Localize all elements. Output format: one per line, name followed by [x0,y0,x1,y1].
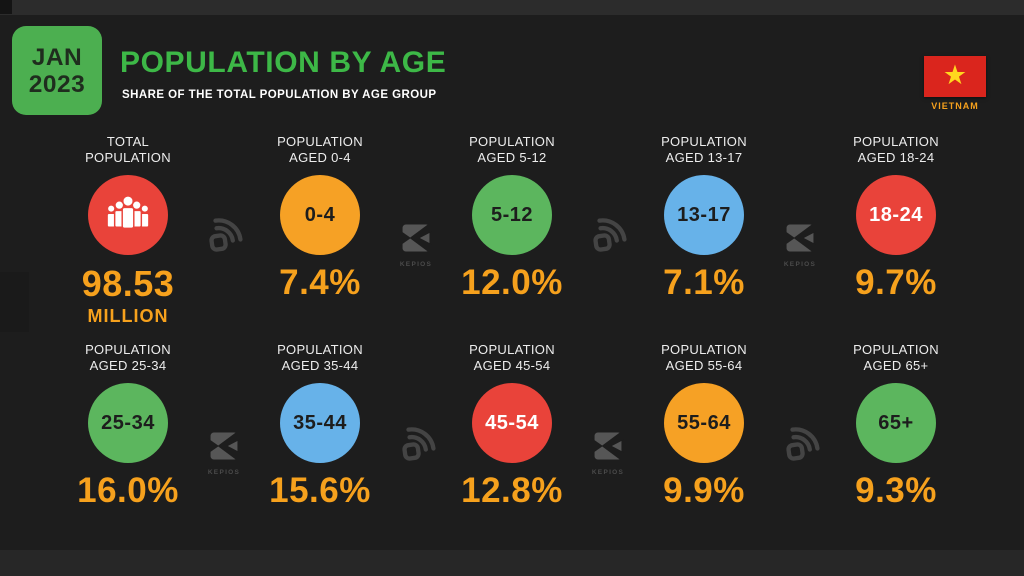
stat-value: 9.9% [663,471,745,510]
card-label: POPULATION AGED 35-44 [277,342,363,373]
age-circle-label: 18-24 [869,203,923,226]
stat-card-aged-35-44: POPULATION AGED 35-44 35-44 15.6% [224,342,416,511]
stat-value: 15.6% [269,471,371,510]
age-circle: 35-44 [280,383,360,463]
total-population-circle [88,175,168,255]
bottom-band [0,550,1024,576]
kepios-logo-watermark: KEPIOS [770,221,830,268]
kepios-icon [400,221,432,255]
flag-star-icon: ★ [942,60,968,90]
card-label: POPULATION AGED 25-34 [85,342,171,373]
stat-value: 98.53 [81,263,175,304]
kepios-watermark-label: KEPIOS [207,469,241,476]
age-circle: 45-54 [472,383,552,463]
stat-card-aged-25-34: POPULATION AGED 25-34 25-34 16.0% [32,342,224,511]
stat-value: 9.3% [855,471,937,510]
age-circle-label: 13-17 [677,203,731,226]
stat-value: 7.4% [279,263,361,302]
date-badge-month: JAN [31,43,83,71]
card-label: POPULATION AGED 45-54 [469,342,555,373]
kepios-logo-watermark: KEPIOS [194,429,254,476]
page-subtitle: SHARE OF THE TOTAL POPULATION BY AGE GRO… [122,89,437,101]
stat-card-aged-65-plus: POPULATION AGED 65+ 65+ 9.3% [800,342,992,511]
datareportal-logo-watermark [777,420,825,473]
age-circle-label: 65+ [878,411,914,434]
stat-card-aged-13-17: POPULATION AGED 13-17 13-17 7.1% [608,134,800,303]
stat-card-aged-0-4: POPULATION AGED 0-4 0-4 7.4% [224,134,416,303]
stat-card-aged-5-12: POPULATION AGED 5-12 5-12 12.0% [416,134,608,303]
age-circle-label: 35-44 [293,411,347,434]
age-circle: 25-34 [88,383,168,463]
datareportal-logo-watermark [393,420,441,473]
stat-value: 12.8% [461,471,563,510]
age-circle: 5-12 [472,175,552,255]
left-edge-shade [0,272,29,332]
stat-value: 9.7% [855,263,937,302]
stat-card-aged-55-64: POPULATION AGED 55-64 55-64 9.9% [608,342,800,511]
stat-unit: MILLION [87,306,169,326]
corner-shade [0,0,12,14]
people-group-icon [106,195,150,230]
country-label: VIETNAM [931,101,979,111]
stat-value: 7.1% [663,263,745,302]
stat-value: 12.0% [461,263,563,302]
stat-card-total-population: TOTAL POPULATION 98.53 MILLION [32,134,224,327]
card-label: TOTAL POPULATION [85,134,171,165]
card-label: POPULATION AGED 13-17 [661,134,747,165]
vietnam-flag-icon: ★ [924,56,986,97]
kepios-watermark-label: KEPIOS [591,469,625,476]
age-circle: 65+ [856,383,936,463]
age-circle-label: 45-54 [485,411,539,434]
page-title: POPULATION BY AGE [120,46,447,79]
card-label: POPULATION AGED 18-24 [853,134,939,165]
datareportal-logo-watermark [584,211,632,264]
kepios-watermark-label: KEPIOS [783,261,817,268]
kepios-logo-watermark: KEPIOS [578,429,638,476]
kepios-watermark-label: KEPIOS [399,261,433,268]
age-circle: 55-64 [664,383,744,463]
age-circle-label: 25-34 [101,411,155,434]
card-label: POPULATION AGED 0-4 [277,134,363,165]
age-circle-label: 0-4 [304,203,336,226]
date-badge-year: 2023 [28,70,86,98]
card-label: POPULATION AGED 65+ [853,342,939,373]
kepios-icon [784,221,816,255]
stat-card-aged-18-24: POPULATION AGED 18-24 18-24 9.7% [800,134,992,303]
card-label: POPULATION AGED 5-12 [469,134,555,165]
kepios-icon [208,429,240,463]
age-circle-label: 5-12 [490,203,534,226]
age-circle: 0-4 [280,175,360,255]
stat-card-aged-45-54: POPULATION AGED 45-54 45-54 12.8% [416,342,608,511]
kepios-icon [592,429,624,463]
kepios-logo-watermark: KEPIOS [386,221,446,268]
top-band [0,0,1024,15]
stat-value: 16.0% [77,471,179,510]
age-circle: 13-17 [664,175,744,255]
card-label: POPULATION AGED 55-64 [661,342,747,373]
age-circle-label: 55-64 [677,411,731,434]
datareportal-logo-watermark [200,211,248,264]
age-circle: 18-24 [856,175,936,255]
date-badge: JAN 2023 [12,26,102,115]
